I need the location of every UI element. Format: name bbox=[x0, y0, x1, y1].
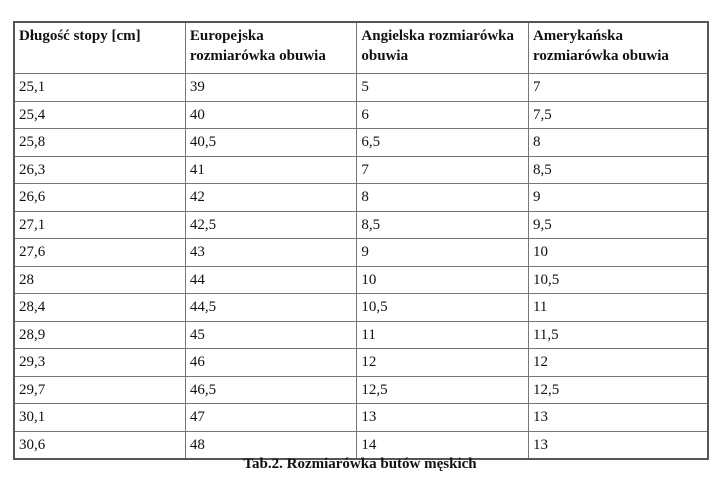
table-cell: 30,1 bbox=[13, 403, 186, 432]
table-cell: 9 bbox=[356, 238, 529, 267]
table-cell: 27,6 bbox=[13, 238, 186, 267]
table-cell: 28,9 bbox=[13, 320, 186, 349]
table-row: 29,3 46 12 12 bbox=[13, 348, 709, 377]
table-cell: 40 bbox=[184, 100, 358, 129]
table-row: 25,1 39 5 7 bbox=[13, 73, 709, 102]
table-cell: 44,5 bbox=[184, 293, 358, 322]
table-row: 30,1 47 13 13 bbox=[13, 403, 709, 432]
table-cell: 26,6 bbox=[13, 183, 186, 212]
table-cell: 6,5 bbox=[356, 128, 529, 157]
header-row: Długość stopy [cm] Europejska rozmiarówka… bbox=[13, 21, 709, 74]
table-cell: 27,1 bbox=[13, 210, 186, 239]
table-cell: 40,5 bbox=[184, 128, 358, 157]
table-cell: 46,5 bbox=[184, 375, 358, 404]
table-cell: 44 bbox=[184, 265, 358, 294]
table-cell: 8,5 bbox=[527, 155, 709, 184]
table-row: 28,9 45 11 11,5 bbox=[13, 320, 709, 349]
table-cell: 30,6 bbox=[13, 430, 186, 460]
table-cell: 42,5 bbox=[184, 210, 358, 239]
table-cell: 45 bbox=[184, 320, 358, 349]
table-cell: 12,5 bbox=[527, 375, 709, 404]
column-header: Amerykańska rozmiarówka obuwia bbox=[527, 21, 709, 74]
table-cell: 25,4 bbox=[13, 100, 186, 129]
table-cell: 12,5 bbox=[356, 375, 529, 404]
table-cell: 10 bbox=[356, 265, 529, 294]
table-cell: 28,4 bbox=[13, 293, 186, 322]
table-cell: 29,7 bbox=[13, 375, 186, 404]
table-cell: 11,5 bbox=[527, 320, 709, 349]
table-cell: 14 bbox=[356, 430, 529, 460]
table-cell: 11 bbox=[356, 320, 529, 349]
table-row: 28 44 10 10,5 bbox=[13, 265, 709, 294]
column-header: Długość stopy [cm] bbox=[13, 21, 186, 74]
table-cell: 8 bbox=[527, 128, 709, 157]
table-cell: 11 bbox=[527, 293, 709, 322]
table-cell: 9,5 bbox=[527, 210, 709, 239]
table-cell: 13 bbox=[527, 403, 709, 432]
column-header: Angielska rozmiarówka obuwia bbox=[356, 21, 529, 74]
table-cell: 26,3 bbox=[13, 155, 186, 184]
table-cell: 25,8 bbox=[13, 128, 186, 157]
table-row: 27,1 42,5 8,5 9,5 bbox=[13, 210, 709, 239]
table-cell: 6 bbox=[356, 100, 529, 129]
table-cell: 7,5 bbox=[527, 100, 709, 129]
shoe-size-table: Długość stopy [cm] Europejska rozmiarówka… bbox=[13, 21, 709, 460]
table-cell: 39 bbox=[184, 73, 358, 102]
table-caption: Tab.2. Rozmiarówka butów męskich bbox=[243, 456, 477, 472]
table-row: 25,4 40 6 7,5 bbox=[13, 100, 709, 129]
table-cell: 10 bbox=[527, 238, 709, 267]
table-row: 28,4 44,5 10,5 11 bbox=[13, 293, 709, 322]
table-row: 26,3 41 7 8,5 bbox=[13, 155, 709, 184]
table-cell: 10,5 bbox=[527, 265, 709, 294]
table-cell: 28 bbox=[13, 265, 186, 294]
column-header: Europejska rozmiarówka obuwia bbox=[184, 21, 358, 74]
table-cell: 43 bbox=[184, 238, 358, 267]
table-cell: 13 bbox=[356, 403, 529, 432]
table-cell: 9 bbox=[527, 183, 709, 212]
table-cell: 5 bbox=[356, 73, 529, 102]
table-cell: 25,1 bbox=[13, 73, 186, 102]
table-cell: 47 bbox=[184, 403, 358, 432]
table-cell: 48 bbox=[184, 430, 358, 460]
table-cell: 7 bbox=[356, 155, 529, 184]
table-cell: 46 bbox=[184, 348, 358, 377]
table-cell: 13 bbox=[527, 430, 709, 460]
table-cell: 42 bbox=[184, 183, 358, 212]
table-row: 26,6 42 8 9 bbox=[13, 183, 709, 212]
table-cell: 8,5 bbox=[356, 210, 529, 239]
table-cell: 10,5 bbox=[356, 293, 529, 322]
table-cell: 8 bbox=[356, 183, 529, 212]
table-cell: 12 bbox=[527, 348, 709, 377]
table-cell: 29,3 bbox=[13, 348, 186, 377]
table-row: 29,7 46,5 12,5 12,5 bbox=[13, 375, 709, 404]
table-row: 25,8 40,5 6,5 8 bbox=[13, 128, 709, 157]
table-row: 27,6 43 9 10 bbox=[13, 238, 709, 267]
table-cell: 12 bbox=[356, 348, 529, 377]
table-cell: 41 bbox=[184, 155, 358, 184]
table-cell: 7 bbox=[527, 73, 709, 102]
table-row: 30,6 48 14 13 bbox=[13, 430, 709, 460]
